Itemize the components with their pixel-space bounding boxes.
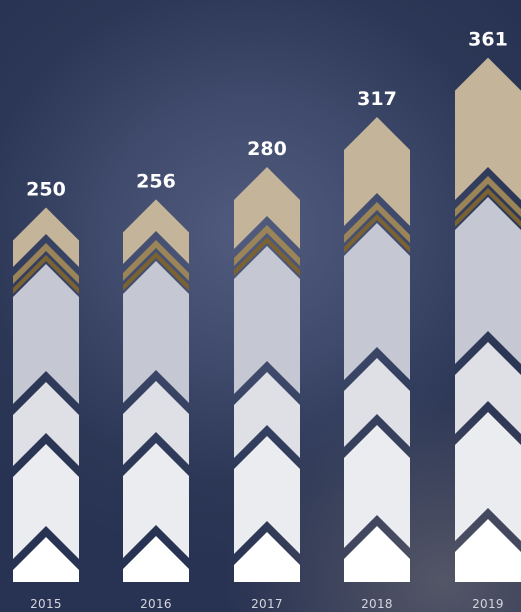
value-label: 317 [357,88,397,110]
bar-chevron-gold [234,225,300,266]
bar-chevron-gold [13,243,79,284]
bar-segment-lighter [234,436,300,554]
bar-base-segment [234,532,300,582]
year-label: 2017 [251,597,283,611]
bar-top-segment [344,117,410,226]
bar-top-segment [455,57,521,201]
bar-chevron-gold [455,176,521,217]
bar-top-segment [123,199,189,264]
value-label: 250 [26,179,66,201]
bar-chevron-gold [344,202,410,243]
bar-segment-middle [344,223,410,380]
bar-chevron-gold [123,240,189,281]
bar-segment-lighter [13,444,79,559]
bar-segment-light [13,382,79,466]
value-label: 361 [468,29,508,51]
bar-segment-lighter [123,443,189,558]
bar-top-segment [13,207,79,267]
bar-segment-light [344,358,410,447]
year-label: 2018 [361,597,393,611]
bar-segment-middle [13,264,79,404]
year-label: 2016 [140,597,172,611]
year-label: 2015 [30,597,62,611]
bar-base-segment [13,537,79,582]
bar-segment-lighter [344,425,410,548]
bar-segment-lighter [455,412,521,541]
value-label: 280 [247,138,287,160]
bar-segment-middle [123,261,189,403]
bar-segment-light [455,342,521,434]
bar-segment-middle [234,246,300,394]
bar-base-segment [455,519,521,582]
value-label: 256 [136,170,176,192]
bar-base-segment [123,536,189,582]
bar-base-segment [344,526,410,582]
bar-segment-light [234,372,300,458]
year-label: 2019 [472,597,504,611]
bar-segment-light [123,381,189,465]
bar-segment-middle [455,197,521,364]
bar-top-segment [234,167,300,249]
